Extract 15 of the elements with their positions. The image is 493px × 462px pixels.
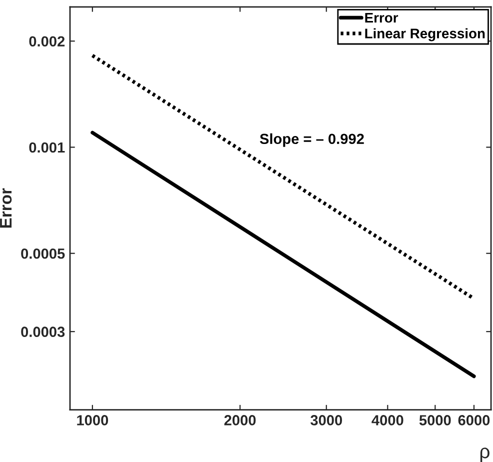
y-tick-label: 0.001: [29, 142, 65, 153]
x-tick-label: 2000: [224, 415, 256, 426]
x-axis-title: ρ: [480, 448, 490, 462]
x-tick-label: 1000: [77, 415, 108, 426]
annotation: Slope = – 0.992: [260, 133, 364, 147]
y-tick-label: 0.0003: [21, 326, 65, 338]
legend-label: Error: [365, 12, 398, 23]
y-tick-label: 0.002: [29, 36, 65, 47]
y-axis-title: Error: [0, 188, 12, 228]
x-tick-label: 5000: [419, 415, 451, 426]
x-tick-label: 6000: [458, 415, 490, 426]
x-tick-label: 3000: [310, 415, 342, 426]
y-tick-label: 0.0005: [21, 248, 65, 259]
x-tick-label: 4000: [372, 415, 404, 426]
legend-label: Linear Regression: [365, 28, 485, 42]
